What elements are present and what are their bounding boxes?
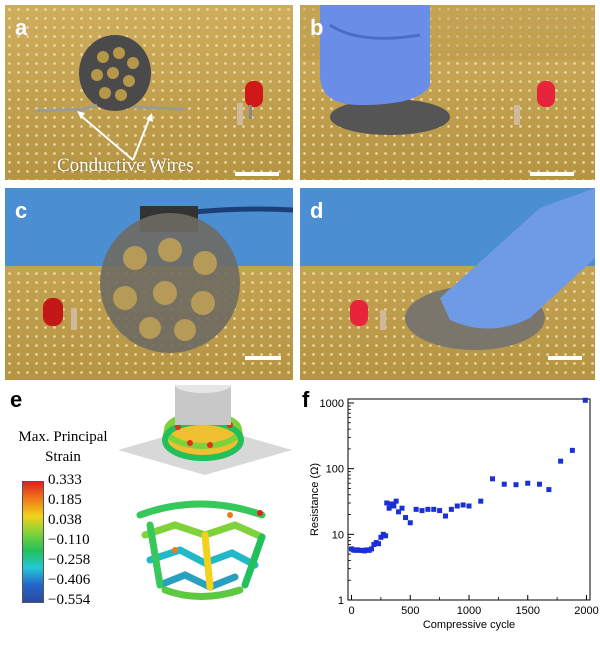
data-point xyxy=(425,506,431,512)
panel-label-c: c xyxy=(15,198,28,223)
data-point xyxy=(386,505,392,511)
data-point xyxy=(546,487,552,493)
data-point xyxy=(489,476,495,482)
panel-label-b: b xyxy=(310,15,324,40)
data-point xyxy=(443,513,449,519)
data-point xyxy=(466,503,472,509)
fullerene-structure-photo xyxy=(34,35,263,161)
data-point xyxy=(413,506,419,512)
data-point xyxy=(431,506,437,512)
x-tick-label: 2000 xyxy=(574,605,598,617)
scale-bar-d xyxy=(548,356,582,360)
data-point xyxy=(396,509,402,515)
photo-panel-a: a Conductive Wires xyxy=(5,5,293,180)
data-point xyxy=(403,515,409,521)
data-point xyxy=(448,506,454,512)
data-point xyxy=(582,397,588,403)
data-point xyxy=(407,520,413,526)
y-axis-label: Resistance (Ω) xyxy=(309,463,321,536)
legend-title-line1: Max. Principal xyxy=(18,429,108,445)
data-point xyxy=(391,503,397,509)
data-point xyxy=(437,508,443,514)
data-point xyxy=(376,541,382,547)
x-tick-label: 1500 xyxy=(515,605,539,617)
data-point xyxy=(558,458,564,464)
colorbar-tick-label: −0.554 xyxy=(48,592,91,608)
y-tick-label: 1 xyxy=(338,595,344,607)
panel-label-f: f xyxy=(302,387,310,412)
data-point xyxy=(460,502,466,508)
data-point xyxy=(454,503,460,509)
scale-bar-a xyxy=(235,172,279,176)
data-point xyxy=(536,481,542,487)
data-point xyxy=(399,505,405,511)
scale-bar-b xyxy=(530,172,574,176)
legend-title-line2: Strain xyxy=(45,449,81,465)
scale-bar-c xyxy=(245,356,281,360)
legend-title: Max. Principal Strain xyxy=(8,427,118,467)
colorbar-tick-label: 0.333 xyxy=(48,472,82,488)
x-tick-label: 500 xyxy=(401,605,419,617)
x-tick-label: 1000 xyxy=(457,605,481,617)
data-point xyxy=(384,500,390,506)
data-point xyxy=(368,546,374,552)
photo-panel-d: d xyxy=(300,188,595,380)
data-point xyxy=(383,533,389,539)
y-tick-label: 100 xyxy=(326,464,344,476)
colorbar-tick-label: −0.258 xyxy=(48,552,91,568)
y-tick-label: 10 xyxy=(332,529,344,541)
data-point xyxy=(501,481,507,487)
panel-label-e: e xyxy=(10,387,23,412)
y-tick-label: 1000 xyxy=(320,398,344,410)
data-point xyxy=(419,508,425,514)
data-point xyxy=(478,498,484,504)
large-fullerene-photo xyxy=(5,188,293,353)
photo-panel-c: c xyxy=(5,188,293,380)
panel-label-d: d xyxy=(310,198,324,223)
colorbar-tick-label: −0.406 xyxy=(48,572,91,588)
strain-colorbar xyxy=(22,481,44,603)
data-point xyxy=(569,447,575,453)
data-point xyxy=(525,480,531,486)
chart-panel-f: f 1 10 100 1000 0 500 1000 1500 2000 Compressive … xyxy=(300,385,600,646)
data-point xyxy=(378,534,384,540)
plot-frame xyxy=(347,398,591,601)
colorbar-tick-label: −0.110 xyxy=(48,532,90,548)
conductive-wires-annotation: Conductive Wires xyxy=(57,155,194,176)
colorbar-tick-label: 0.038 xyxy=(48,512,82,528)
data-point xyxy=(393,498,399,504)
colorbar-tick-label: 0.185 xyxy=(48,492,82,508)
pressed-fullerene-photo xyxy=(300,188,595,350)
x-axis-label: Compressive cycle xyxy=(423,619,515,631)
data-point xyxy=(513,482,519,488)
panel-label-a: a xyxy=(15,15,28,40)
resistance-chart: 1 10 100 1000 0 500 1000 1500 2000 Compressive cy… xyxy=(309,397,599,631)
photo-panel-b: b xyxy=(300,5,595,180)
finger-pressing-photo xyxy=(300,5,595,135)
simulation-panel-e: e Max. Principal Strain 0.333 0.185 0.038 −… xyxy=(0,385,300,646)
x-tick-label: 0 xyxy=(348,605,354,617)
strain-simulation-render xyxy=(118,385,292,600)
